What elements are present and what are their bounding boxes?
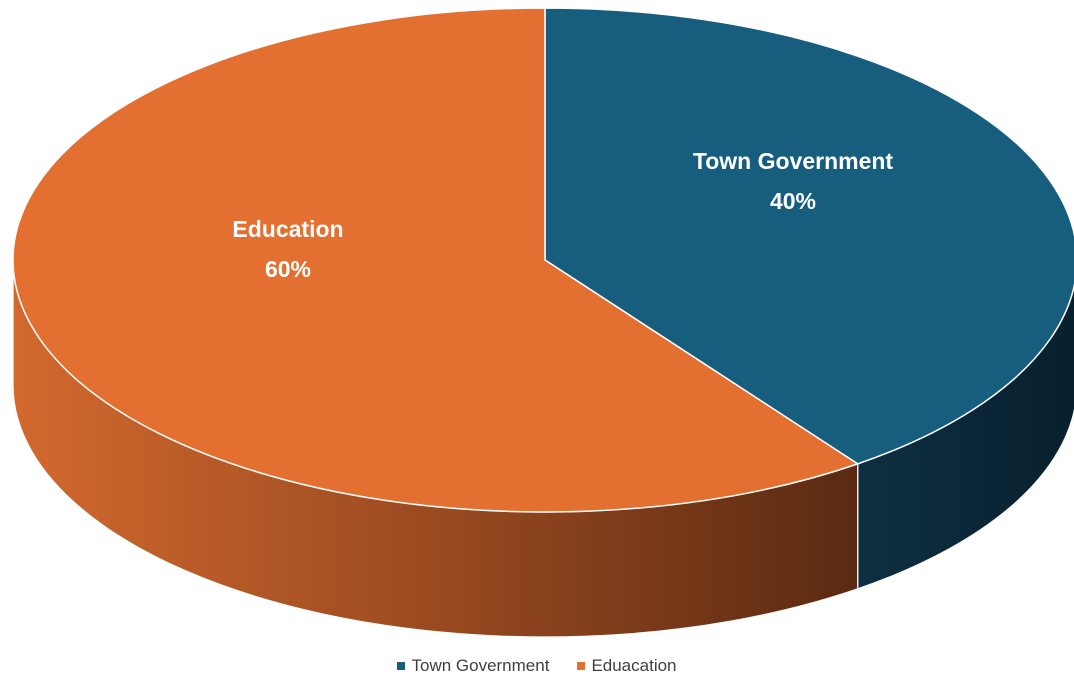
- chart-legend: Town Government Eduacation: [0, 656, 1074, 676]
- slice-percent-education: 60%: [265, 256, 311, 282]
- slice-label-education: Education: [232, 216, 343, 242]
- legend-label-town-government: Town Government: [411, 656, 550, 675]
- legend-item-education: Eduacation: [577, 656, 677, 676]
- pie-slice-town-government: [544, 7, 1074, 465]
- legend-item-town-government: Town Government: [397, 656, 549, 676]
- legend-label-education: Eduacation: [591, 656, 677, 675]
- slice-label-town-government: Town Government: [693, 148, 894, 174]
- legend-swatch-town-government: [397, 662, 406, 670]
- slice-percent-town-government: 40%: [770, 188, 816, 214]
- pie-slice-education: [12, 7, 860, 513]
- legend-swatch-education: [577, 662, 586, 670]
